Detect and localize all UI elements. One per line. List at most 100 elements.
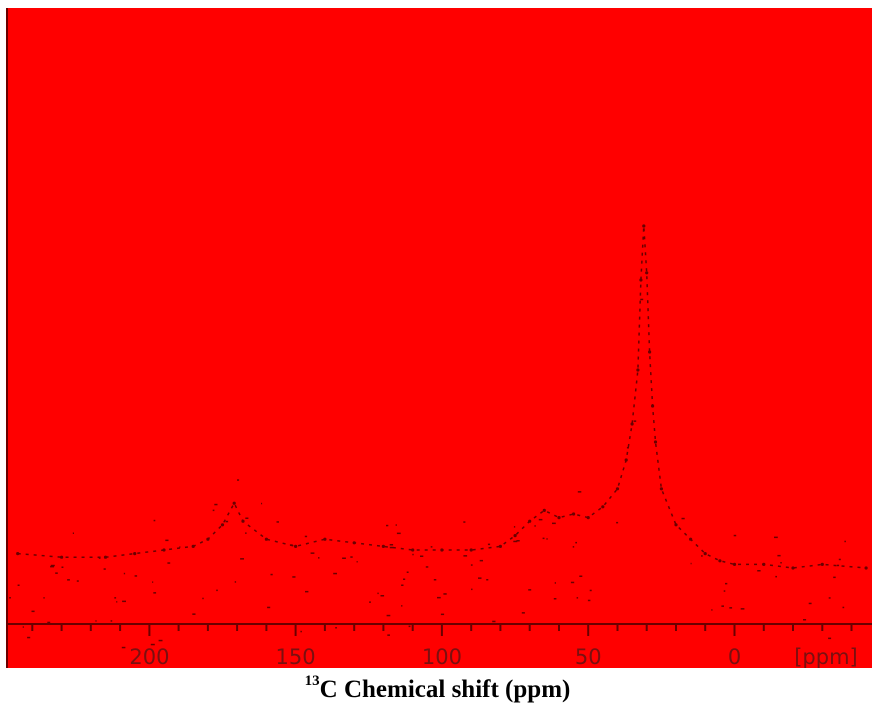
axis-unit-label: [ppm] <box>794 645 858 668</box>
noise-speck <box>377 592 379 595</box>
noise-speck <box>838 558 841 561</box>
data-point <box>630 422 634 426</box>
noise-speck <box>237 479 240 481</box>
noise-speck <box>134 575 138 577</box>
noise-speck <box>463 555 468 557</box>
noise-speck <box>240 558 244 560</box>
noise-speck <box>401 584 404 586</box>
noise-speck <box>245 517 249 519</box>
noise-speck <box>395 524 397 526</box>
noise-speck <box>47 621 51 624</box>
noise-speck <box>808 602 812 605</box>
x-tick-label: 100 <box>422 645 462 668</box>
data-point <box>381 544 385 549</box>
noise-speck <box>616 521 619 524</box>
noise-speck <box>546 538 548 540</box>
data-point <box>615 487 620 491</box>
data-point <box>718 559 722 563</box>
noise-speck <box>31 610 35 613</box>
noise-speck <box>350 556 353 558</box>
noise-speck <box>420 555 424 557</box>
noise-speck <box>261 502 263 505</box>
noise-speck <box>521 612 525 614</box>
x-axis-title-text: C Chemical shift (ppm) <box>319 676 571 703</box>
data-point <box>648 350 652 354</box>
noise-speck <box>471 588 473 591</box>
noise-speck <box>721 605 724 607</box>
noise-speck <box>757 570 761 572</box>
noise-speck <box>401 605 403 607</box>
noise-speck <box>386 524 389 527</box>
noise-speck <box>463 521 466 523</box>
noise-speck <box>380 595 385 597</box>
x-tick-label: 0 <box>728 645 741 668</box>
noise-speck <box>733 534 737 537</box>
noise-speck <box>150 643 155 646</box>
data-point <box>294 544 298 549</box>
data-point <box>762 562 766 567</box>
noise-speck <box>43 597 45 599</box>
data-point <box>220 523 225 527</box>
data-point <box>542 508 546 512</box>
plot-background <box>6 8 872 668</box>
noise-speck <box>842 606 845 609</box>
isotope-superscript: 13 <box>304 673 320 689</box>
noise-speck <box>103 568 106 570</box>
x-tick-label: 150 <box>276 645 316 668</box>
noise-speck <box>61 566 64 568</box>
noise-speck <box>640 298 644 301</box>
noise-speck <box>318 557 320 559</box>
noise-speck <box>202 597 204 600</box>
noise-speck <box>513 526 516 528</box>
noise-speck <box>95 620 97 622</box>
noise-speck <box>487 543 491 546</box>
noise-speck <box>729 607 733 609</box>
data-point <box>639 278 643 282</box>
noise-speck <box>153 519 156 522</box>
data-point <box>732 562 737 567</box>
data-point <box>133 552 137 556</box>
noise-speck <box>437 596 441 599</box>
noise-speck <box>27 636 31 639</box>
noise-speck <box>6 568 8 571</box>
noise-speck <box>528 589 532 591</box>
data-point <box>601 505 605 509</box>
noise-speck <box>774 536 778 539</box>
data-point <box>653 440 658 444</box>
plot-area: 200 150 100 50 0 [ppm] <box>6 8 872 668</box>
data-point <box>528 519 532 523</box>
noise-speck <box>577 491 582 493</box>
noise-speck <box>433 579 437 581</box>
data-point <box>557 516 561 520</box>
data-point <box>440 548 444 552</box>
data-point <box>791 566 795 570</box>
noise-speck <box>828 597 831 599</box>
noise-speck <box>513 540 518 543</box>
data-point <box>411 548 415 552</box>
noise-speck <box>589 589 592 592</box>
series-line <box>17 225 867 569</box>
noise-speck <box>50 565 54 568</box>
data-point <box>659 487 664 491</box>
noise-speck <box>153 592 157 594</box>
noise-speck <box>72 532 74 534</box>
noise-speck <box>725 582 728 585</box>
data-point <box>264 537 268 541</box>
noise-speck <box>554 582 556 584</box>
noise-speck <box>570 581 575 584</box>
noise-speck <box>123 572 126 575</box>
noise-speck <box>406 571 409 573</box>
data-point <box>820 562 824 567</box>
noise-speck <box>270 573 273 576</box>
x-axis-title: 13C Chemical shift (ppm) <box>0 673 875 704</box>
noise-speck <box>192 613 196 615</box>
noise-speck <box>245 532 247 534</box>
data-point <box>232 501 236 505</box>
noise-speck <box>122 600 126 603</box>
noise-speck <box>553 598 557 600</box>
data-point <box>642 224 646 228</box>
data-point <box>651 404 655 408</box>
noise-speck <box>681 517 685 520</box>
data-point <box>352 541 356 545</box>
noise-speck <box>9 597 11 599</box>
